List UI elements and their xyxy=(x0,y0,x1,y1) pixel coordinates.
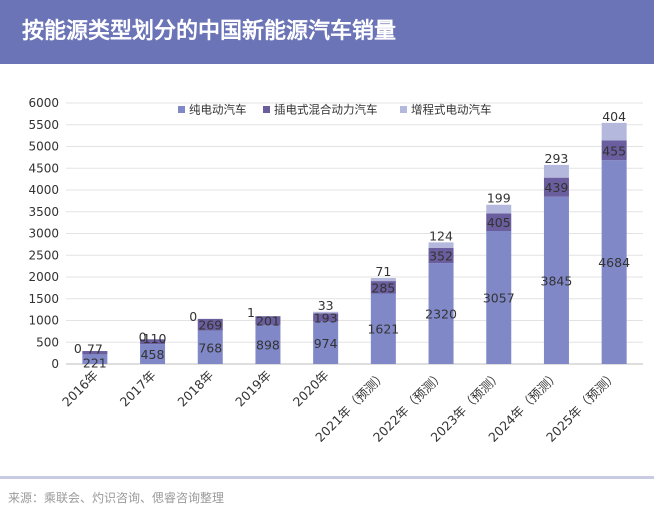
y-tick-label: 5000 xyxy=(28,140,59,154)
page-title: 按能源类型划分的中国新能源汽车销量 xyxy=(22,19,397,44)
chart-area: 0 500 1000 1500 2000 2500 3000 3500 4000 4500 5000… xyxy=(0,64,654,476)
bar-segment xyxy=(601,160,627,364)
bar-segment xyxy=(428,242,454,248)
data-label: 4684 xyxy=(598,255,630,270)
data-label: 404 xyxy=(602,109,626,124)
bar-segment xyxy=(370,278,396,282)
bar-segment xyxy=(255,324,281,364)
data-label: 2320 xyxy=(425,307,457,322)
bar-segment xyxy=(601,122,627,141)
bar-segment xyxy=(601,140,627,161)
data-label: 768 xyxy=(198,340,222,355)
footer-divider xyxy=(0,476,654,479)
y-tick-label: 4500 xyxy=(28,161,59,175)
data-label: 269 xyxy=(198,318,222,333)
x-tick-label: 2020年 xyxy=(290,368,332,410)
y-tick-label: 500 xyxy=(36,335,59,349)
data-label: 0 xyxy=(74,341,82,356)
bar-segment xyxy=(140,339,166,345)
data-label: 77 xyxy=(87,341,103,356)
bar-segment xyxy=(82,351,108,355)
data-label: 455 xyxy=(602,143,626,158)
x-tick-label: 2018年 xyxy=(174,368,216,410)
y-tick-label: 1500 xyxy=(28,292,59,306)
legend-label: 纯电动汽车 xyxy=(189,103,247,117)
bar-segment xyxy=(543,196,569,364)
y-tick-label: 2000 xyxy=(28,270,59,284)
bar-segment xyxy=(543,164,569,178)
y-tick-label: 3500 xyxy=(28,205,59,219)
data-label: 285 xyxy=(371,280,395,295)
data-label: 124 xyxy=(429,228,453,243)
bar-segment xyxy=(313,321,339,364)
legend-label: 增程式电动汽车 xyxy=(411,103,492,117)
y-tick-label: 4000 xyxy=(28,183,59,197)
data-label: 193 xyxy=(314,310,338,325)
data-label: 898 xyxy=(256,337,280,352)
y-tick-label: 6000 xyxy=(28,96,59,110)
bar-segment xyxy=(197,330,223,364)
bar-segment xyxy=(428,247,454,264)
data-label: 0 xyxy=(139,329,147,344)
legend-swatch xyxy=(263,106,270,113)
bar-segment xyxy=(313,311,339,314)
x-tick-label: 2016年 xyxy=(59,368,101,410)
x-tick-label: 2019年 xyxy=(232,368,274,410)
data-label: 352 xyxy=(429,248,453,263)
bar-segment xyxy=(255,316,281,325)
data-label: 199 xyxy=(487,191,511,206)
data-label: 110 xyxy=(143,331,167,346)
bar-segment xyxy=(82,354,108,364)
bar-segment xyxy=(486,204,512,214)
bar-segment xyxy=(428,263,454,364)
data-label: 439 xyxy=(545,180,569,195)
x-tick-label: 2017年 xyxy=(117,368,159,410)
bar-segment xyxy=(370,281,396,294)
data-label: 458 xyxy=(141,347,165,362)
data-label: 0 xyxy=(189,309,197,324)
data-label: 405 xyxy=(487,215,511,230)
source-note: 来源：乘联会、灼识咨询、偲睿咨询整理 xyxy=(8,491,225,505)
bar-segment xyxy=(543,177,569,197)
data-label: 3057 xyxy=(483,291,515,306)
legend-swatch xyxy=(400,106,407,113)
bar-segment xyxy=(486,213,512,232)
data-label: 974 xyxy=(314,336,338,351)
bar-segment xyxy=(197,318,223,331)
y-tick-label: 2500 xyxy=(28,248,59,262)
y-tick-label: 1000 xyxy=(28,314,59,328)
data-label: 1621 xyxy=(367,322,399,337)
data-label: 71 xyxy=(375,264,391,279)
bar-segment xyxy=(486,231,512,364)
header-banner: 按能源类型划分的中国新能源汽车销量 xyxy=(0,0,654,64)
data-label: 3845 xyxy=(541,273,573,288)
y-tick-label: 3000 xyxy=(28,227,59,241)
y-tick-label: 5500 xyxy=(28,118,59,132)
bar-segment xyxy=(313,313,339,322)
y-tick-label: 0 xyxy=(51,357,59,371)
bar-segment xyxy=(370,293,396,364)
legend-swatch xyxy=(178,106,185,113)
data-label: 1 xyxy=(247,305,255,320)
stacked-bar-chart: 0500100015002000250030003500400045005000… xyxy=(28,96,643,445)
data-label: 33 xyxy=(318,298,334,313)
data-label: 221 xyxy=(83,355,107,370)
legend-label: 插电式混合动力汽车 xyxy=(274,103,378,117)
data-label: 201 xyxy=(256,314,280,329)
data-label: 293 xyxy=(545,151,569,166)
bar-segment xyxy=(140,344,166,364)
